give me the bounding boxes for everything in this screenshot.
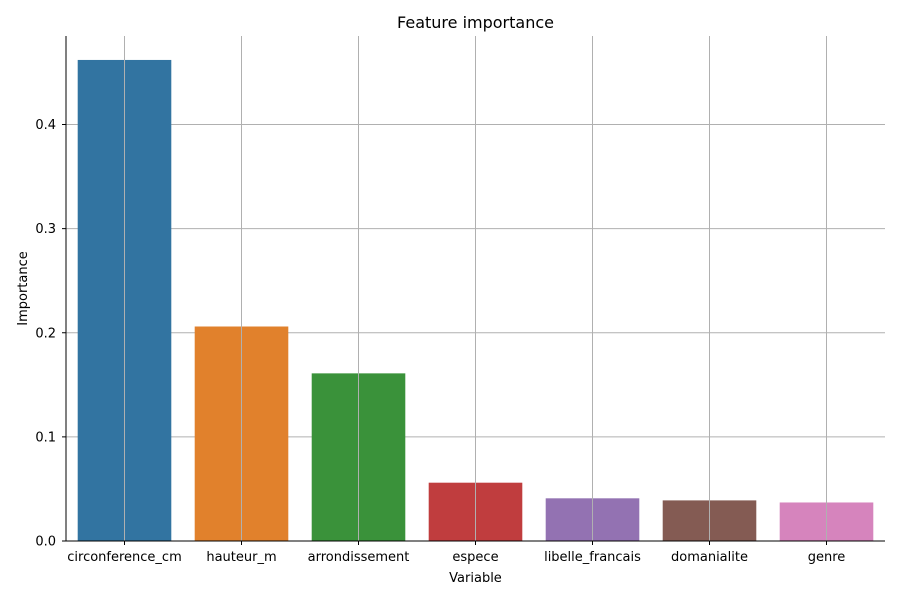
x-tick-label: espece xyxy=(452,550,498,565)
y-tick-label: 0.0 xyxy=(35,535,56,550)
x-tick-label: hauteur_m xyxy=(206,550,276,565)
chart-title: Feature importance xyxy=(397,13,554,32)
vertical-grid-layer xyxy=(124,36,827,541)
y-tick-label: 0.4 xyxy=(35,118,56,133)
x-ticks: circonference_cm hauteur_m arrondissement e… xyxy=(67,541,845,565)
y-tick-label: 0.2 xyxy=(35,326,56,341)
y-ticks: 0.0 0.1 0.2 0.3 0.4 xyxy=(35,118,66,550)
x-axis-label: Variable xyxy=(449,571,502,586)
x-tick-label: domanialite xyxy=(671,550,748,565)
x-tick-label: circonference_cm xyxy=(67,550,182,565)
y-tick-label: 0.1 xyxy=(35,430,56,445)
x-tick-label: arrondissement xyxy=(308,550,410,565)
x-tick-label: libelle_francais xyxy=(544,550,641,565)
y-axis-label: Importance xyxy=(16,251,31,326)
x-tick-label: genre xyxy=(808,550,846,565)
y-tick-label: 0.3 xyxy=(35,222,56,237)
